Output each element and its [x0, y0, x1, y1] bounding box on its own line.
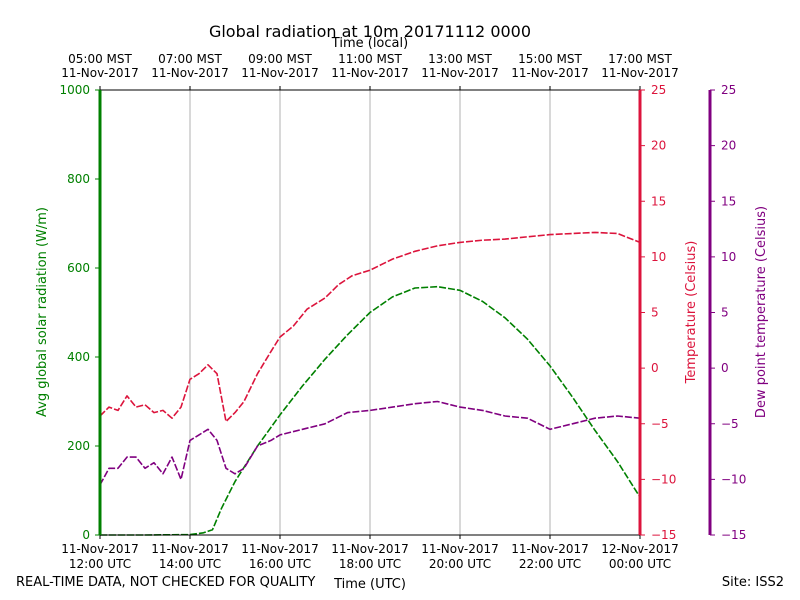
bottom-tick-label-time: 12:00 UTC [69, 557, 131, 571]
dewpoint-tick-label: 15 [721, 194, 736, 208]
top-tick-label-date: 11-Nov-2017 [511, 66, 589, 80]
temperature-tick-label: 15 [651, 194, 666, 208]
series-line-radiation [100, 285, 641, 536]
bottom-tick-label-time: 20:00 UTC [429, 557, 491, 571]
bottom-tick-label-date: 11-Nov-2017 [421, 542, 499, 556]
site-label: Site: ISS2 [721, 575, 784, 590]
top-tick-label-date: 11-Nov-2017 [601, 66, 679, 80]
series-line-temperature [99, 231, 641, 423]
bottom-tick-label-time: 00:00 UTC [609, 557, 671, 571]
temperature-tick-label: −10 [651, 472, 676, 486]
temperature-tick-label: 25 [651, 83, 666, 97]
dewpoint-tick-label: 0 [721, 361, 729, 375]
bottom-tick-label-time: 14:00 UTC [159, 557, 221, 571]
top-tick-label-time: 13:00 MST [428, 52, 492, 66]
series-layer [99, 231, 641, 536]
temperature-axis-label: Temperature (Celsius) [684, 241, 699, 385]
dewpoint-tick-label: 20 [721, 139, 736, 153]
dewpoint-tick-label: −10 [721, 472, 746, 486]
bottom-tick-label-date: 12-Nov-2017 [601, 542, 679, 556]
top-axis-label: Time (local) [331, 36, 408, 51]
bottom-tick-label-date: 11-Nov-2017 [331, 542, 409, 556]
top-tick-label-time: 11:00 MST [338, 52, 402, 66]
temperature-tick-label: 5 [651, 306, 659, 320]
top-tick-label-time: 15:00 MST [518, 52, 582, 66]
chart-title: Global radiation at 10m 20171112 0000 [209, 22, 531, 41]
radiation-tick-label: 800 [67, 172, 90, 186]
bottom-tick-label-date: 11-Nov-2017 [151, 542, 229, 556]
dewpoint-tick-label: 25 [721, 83, 736, 97]
top-tick-label-time: 17:00 MST [608, 52, 672, 66]
temperature-tick-label: 0 [651, 361, 659, 375]
bottom-tick-label-time: 18:00 UTC [339, 557, 401, 571]
top-tick-label-time: 07:00 MST [158, 52, 222, 66]
dewpoint-axis-label: Dew point temperature (Celsius) [754, 206, 769, 418]
dewpoint-tick-label: 5 [721, 306, 729, 320]
bottom-tick-label-date: 11-Nov-2017 [511, 542, 589, 556]
temperature-tick-label: 20 [651, 139, 666, 153]
bottom-tick-label-time: 16:00 UTC [249, 557, 311, 571]
radiation-axis-label: Avg global solar radiation (W/m) [35, 207, 50, 417]
temperature-tick-label: −15 [651, 528, 676, 542]
top-tick-label-date: 11-Nov-2017 [241, 66, 319, 80]
radiation-tick-label: 400 [67, 350, 90, 364]
radiation-tick-label: 1000 [59, 83, 90, 97]
temperature-tick-label: 10 [651, 250, 666, 264]
bottom-tick-label-date: 11-Nov-2017 [241, 542, 319, 556]
temperature-tick-label: −5 [651, 417, 669, 431]
bottom-tick-label-time: 22:00 UTC [519, 557, 581, 571]
top-tick-label-date: 11-Nov-2017 [61, 66, 139, 80]
bottom-tick-label-date: 11-Nov-2017 [61, 542, 139, 556]
top-tick-label-date: 11-Nov-2017 [151, 66, 229, 80]
dewpoint-tick-label: 10 [721, 250, 736, 264]
radiation-tick-label: 0 [82, 528, 90, 542]
quality-note: REAL-TIME DATA, NOT CHECKED FOR QUALITY [16, 575, 316, 590]
dewpoint-tick-label: −15 [721, 528, 746, 542]
top-tick-label-time: 09:00 MST [248, 52, 312, 66]
series-line-dewpoint [99, 400, 641, 486]
radiation-tick-label: 600 [67, 261, 90, 275]
top-tick-label-time: 05:00 MST [68, 52, 132, 66]
bottom-axis-label: Time (UTC) [333, 577, 406, 592]
radiation-tick-label: 200 [67, 439, 90, 453]
dewpoint-tick-label: −5 [721, 417, 739, 431]
top-tick-label-date: 11-Nov-2017 [331, 66, 409, 80]
top-tick-label-date: 11-Nov-2017 [421, 66, 499, 80]
